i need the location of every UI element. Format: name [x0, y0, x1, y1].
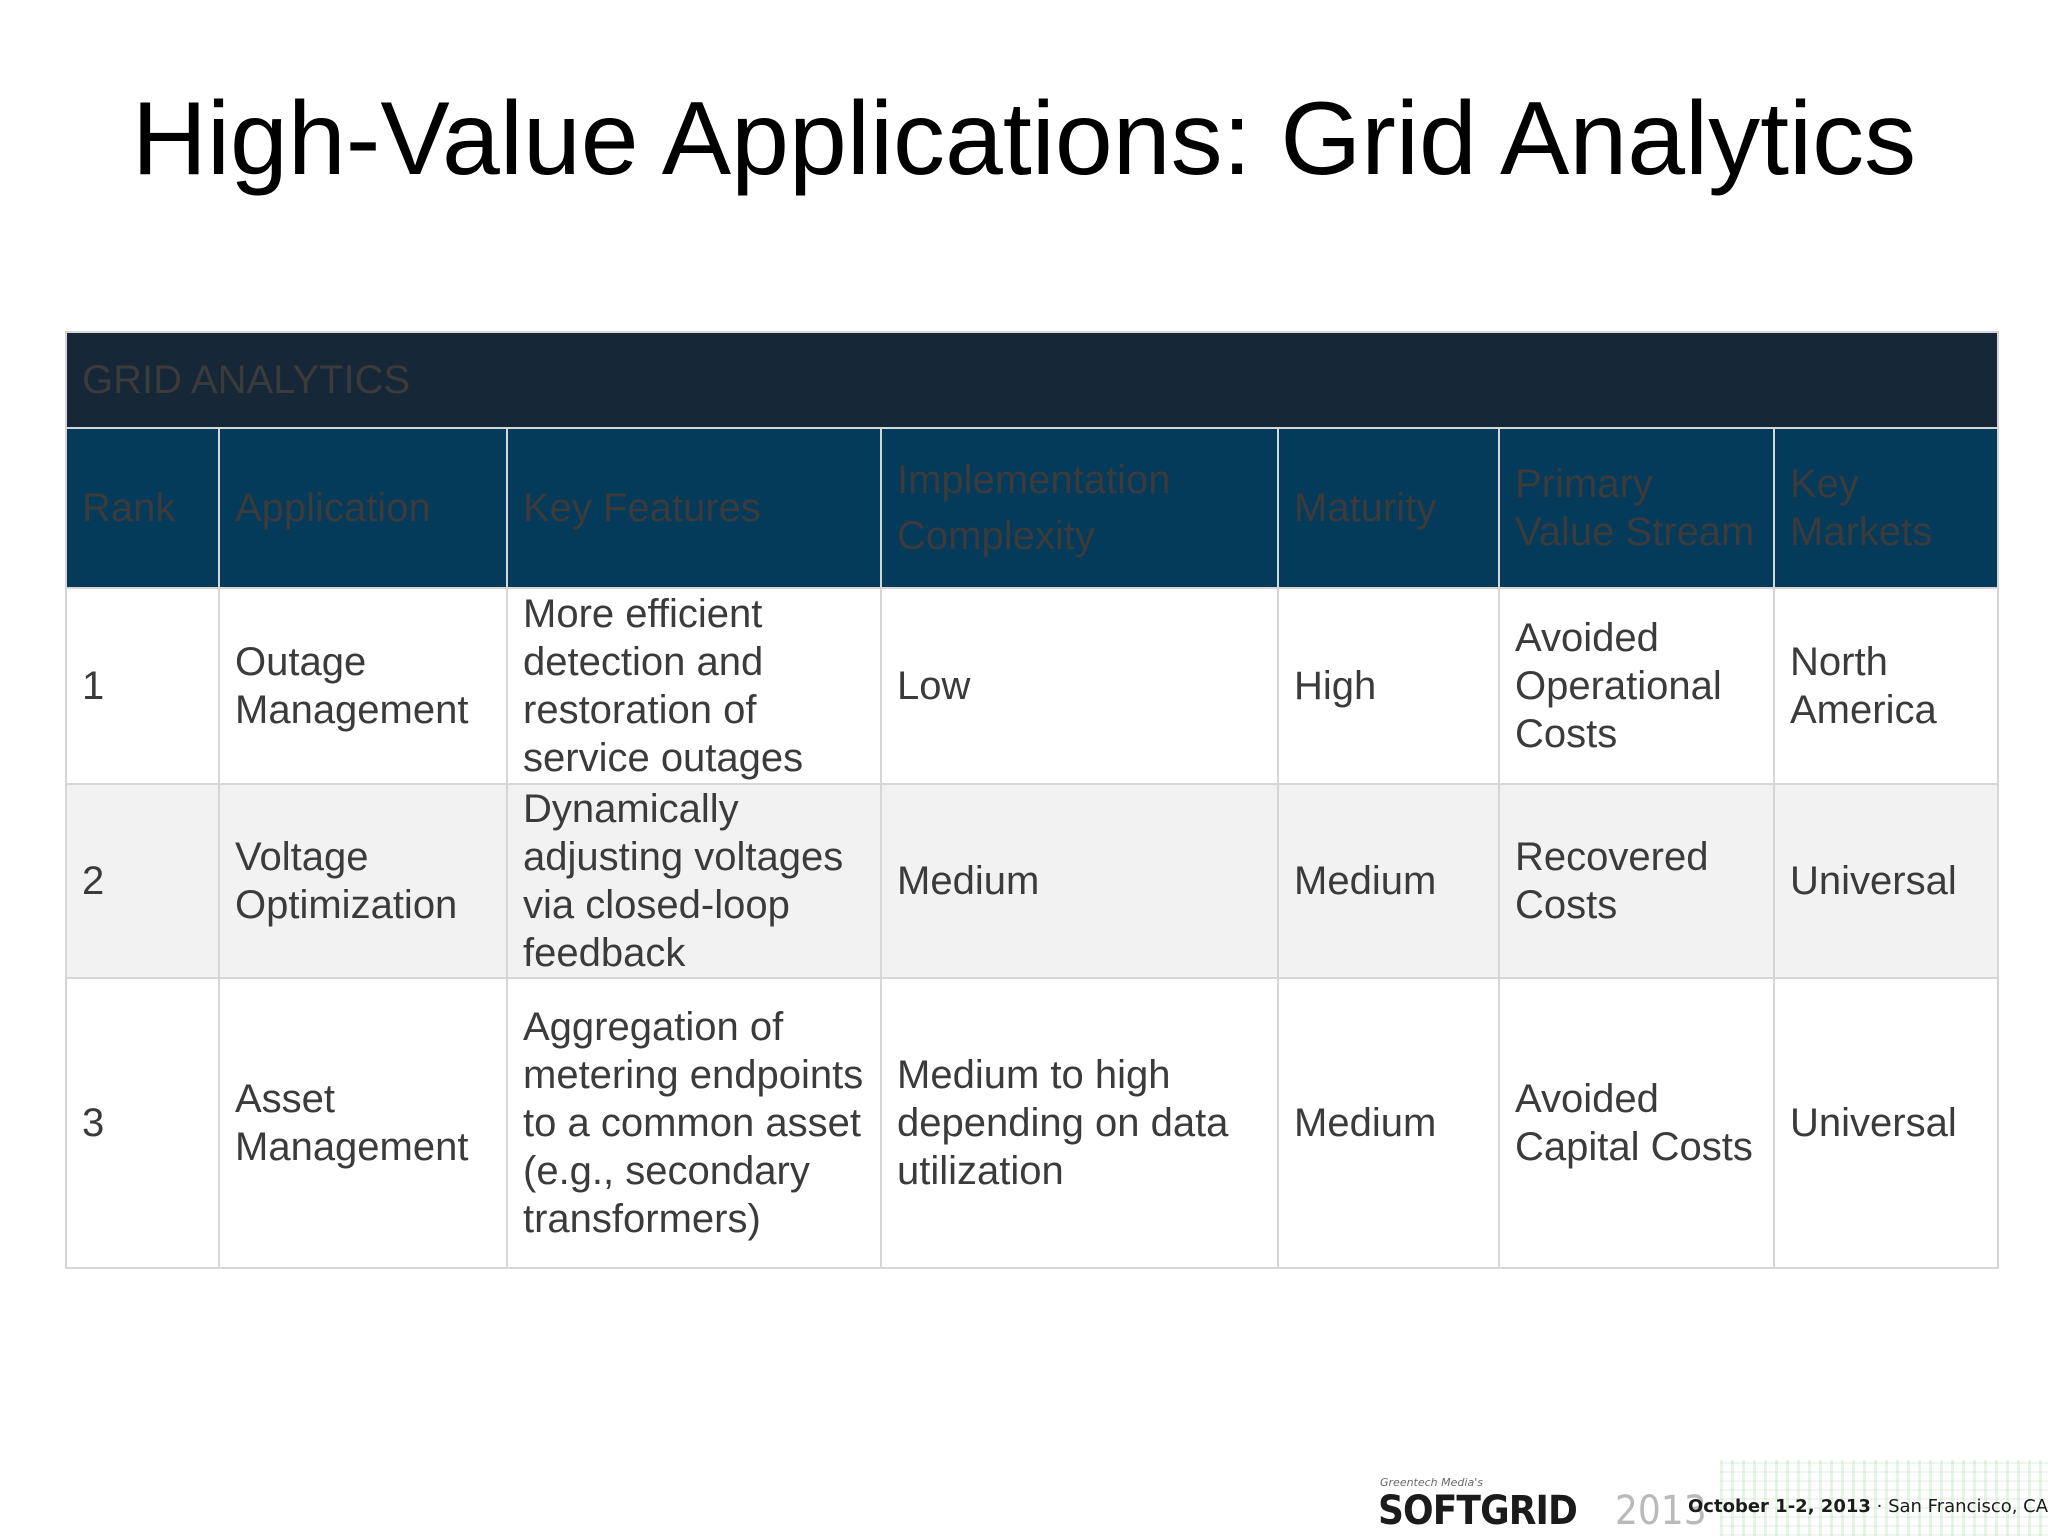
logo-tagline: Greentech Media's: [1380, 1476, 1483, 1489]
cell-text-line: Medium: [897, 859, 1040, 903]
cell-text-line: restoration of: [523, 688, 757, 732]
cell-text-line: Management: [235, 688, 469, 732]
cell-rank: 3: [65, 977, 220, 1269]
logo-year: 2013: [1615, 1488, 1707, 1534]
grid-analytics-table: GRID ANALYTICS Rank Application Key Feat…: [64, 331, 2000, 1269]
cell-text-line: Costs: [1515, 712, 1618, 756]
cell-value-stream: Recovered Costs: [1498, 783, 1775, 979]
cell-maturity: High: [1277, 587, 1500, 785]
cell-text-line: Voltage: [235, 835, 369, 879]
column-header-row: Rank Application Key Features Implementa…: [65, 427, 2000, 589]
cell-text-line: Universal: [1790, 859, 1957, 903]
cell-markets: Universal: [1772, 783, 2000, 979]
cell-rank: 2: [65, 783, 220, 979]
event-date: October 1-2, 2013: [1688, 1496, 1871, 1517]
column-header-primary-value-stream: Primary Value Stream: [1498, 427, 1775, 589]
cell-text-line: service outages: [523, 736, 804, 780]
cell-text-line: Complexity: [897, 514, 1095, 558]
cell-text-line: Asset: [235, 1077, 336, 1121]
column-header-key-markets: Key Markets: [1772, 427, 2000, 589]
column-header-key-features: Key Features: [506, 427, 882, 589]
event-date-location: October 1-2, 2013 · San Francisco, CA: [1688, 1496, 2048, 1517]
cell-value-stream: Avoided Operational Costs: [1498, 587, 1775, 785]
cell-text-line: Optimization: [235, 883, 458, 927]
event-footer: Greentech Media's SOFTGRID 2013 October …: [1370, 1460, 2048, 1536]
cell-complexity: Medium to high depending on data utilizati…: [880, 977, 1279, 1269]
cell-value-stream: Avoided Capital Costs: [1498, 977, 1775, 1269]
section-header-row: GRID ANALYTICS: [64, 331, 2000, 429]
table-row: 3 Asset Management Aggregation of metering…: [65, 977, 2000, 1269]
cell-text-line: (e.g., secondary: [523, 1149, 810, 1193]
footer-pattern: [1720, 1460, 2048, 1536]
cell-application: Asset Management: [218, 977, 508, 1269]
cell-text-line: Implementation: [897, 458, 1171, 502]
cell-text-line: More efficient: [523, 592, 763, 636]
softgrid-logo: SOFTGRID: [1378, 1488, 1578, 1534]
cell-text-line: to a common asset: [523, 1101, 861, 1145]
slide-title: High-Value Applications: Grid Analytics: [131, 81, 1917, 197]
cell-application: Voltage Optimization: [218, 783, 508, 979]
column-header-application: Application: [218, 427, 508, 589]
cell-text-line: transformers): [523, 1197, 761, 1241]
table-row: 2 Voltage Optimization Dynamically adjusti…: [65, 783, 2000, 979]
cell-text-line: via closed-loop: [523, 883, 790, 927]
cell-text-line: Capital Costs: [1515, 1125, 1753, 1169]
event-separator: ·: [1870, 1496, 1889, 1517]
cell-text-line: utilization: [897, 1149, 1064, 1193]
cell-text-line: Application: [235, 486, 431, 530]
cell-text-line: metering endpoints: [523, 1053, 864, 1097]
cell-text-line: Avoided: [1515, 616, 1659, 660]
event-place: San Francisco, CA: [1888, 1496, 2048, 1517]
section-title: GRID ANALYTICS: [64, 331, 2000, 429]
cell-key-features: Aggregation of metering endpoints to a com…: [506, 977, 882, 1269]
cell-text-line: adjusting voltages: [523, 835, 844, 879]
table-row: 1 Outage Management More efficient detecti…: [65, 587, 2000, 785]
cell-markets: North America: [1772, 587, 2000, 785]
cell-text-line: America: [1790, 688, 1937, 732]
cell-text-line: Key Features: [523, 486, 761, 530]
cell-text-line: Value Stream: [1515, 510, 1755, 554]
column-header-implementation-complexity: Implementation Complexity: [880, 427, 1279, 589]
cell-complexity: Medium: [880, 783, 1279, 979]
cell-text-line: North: [1790, 640, 1888, 684]
cell-text-line: Avoided: [1515, 1077, 1659, 1121]
cell-text-line: Outage: [235, 640, 367, 684]
cell-maturity: Medium: [1277, 977, 1500, 1269]
cell-text-line: Dynamically: [523, 787, 739, 831]
cell-text-line: depending on data: [897, 1101, 1229, 1145]
cell-markets: Universal: [1772, 977, 2000, 1269]
cell-text-line: Key: [1790, 462, 1859, 506]
cell-text-line: Low: [897, 664, 971, 708]
cell-text-line: Management: [235, 1125, 469, 1169]
cell-key-features: More efficient detection and restoration o…: [506, 587, 882, 785]
cell-text-line: Recovered: [1515, 835, 1709, 879]
cell-text-line: Primary: [1515, 462, 1653, 506]
cell-text-line: detection and: [523, 640, 764, 684]
cell-rank: 1: [65, 587, 220, 785]
column-header-rank: Rank: [65, 427, 220, 589]
cell-text-line: feedback: [523, 931, 686, 975]
cell-text-line: Universal: [1790, 1101, 1957, 1145]
cell-text-line: Operational: [1515, 664, 1722, 708]
cell-text-line: Rank: [82, 486, 176, 530]
cell-application: Outage Management: [218, 587, 508, 785]
cell-key-features: Dynamically adjusting voltages via closed-…: [506, 783, 882, 979]
cell-text-line: Medium to high: [897, 1053, 1171, 1097]
cell-complexity: Low: [880, 587, 1279, 785]
cell-text-line: Markets: [1790, 510, 1933, 554]
cell-text-line: Aggregation of: [523, 1005, 784, 1049]
column-header-maturity: Maturity: [1277, 427, 1500, 589]
cell-maturity: Medium: [1277, 783, 1500, 979]
cell-text-line: Maturity: [1294, 486, 1437, 530]
cell-text-line: Costs: [1515, 883, 1618, 927]
